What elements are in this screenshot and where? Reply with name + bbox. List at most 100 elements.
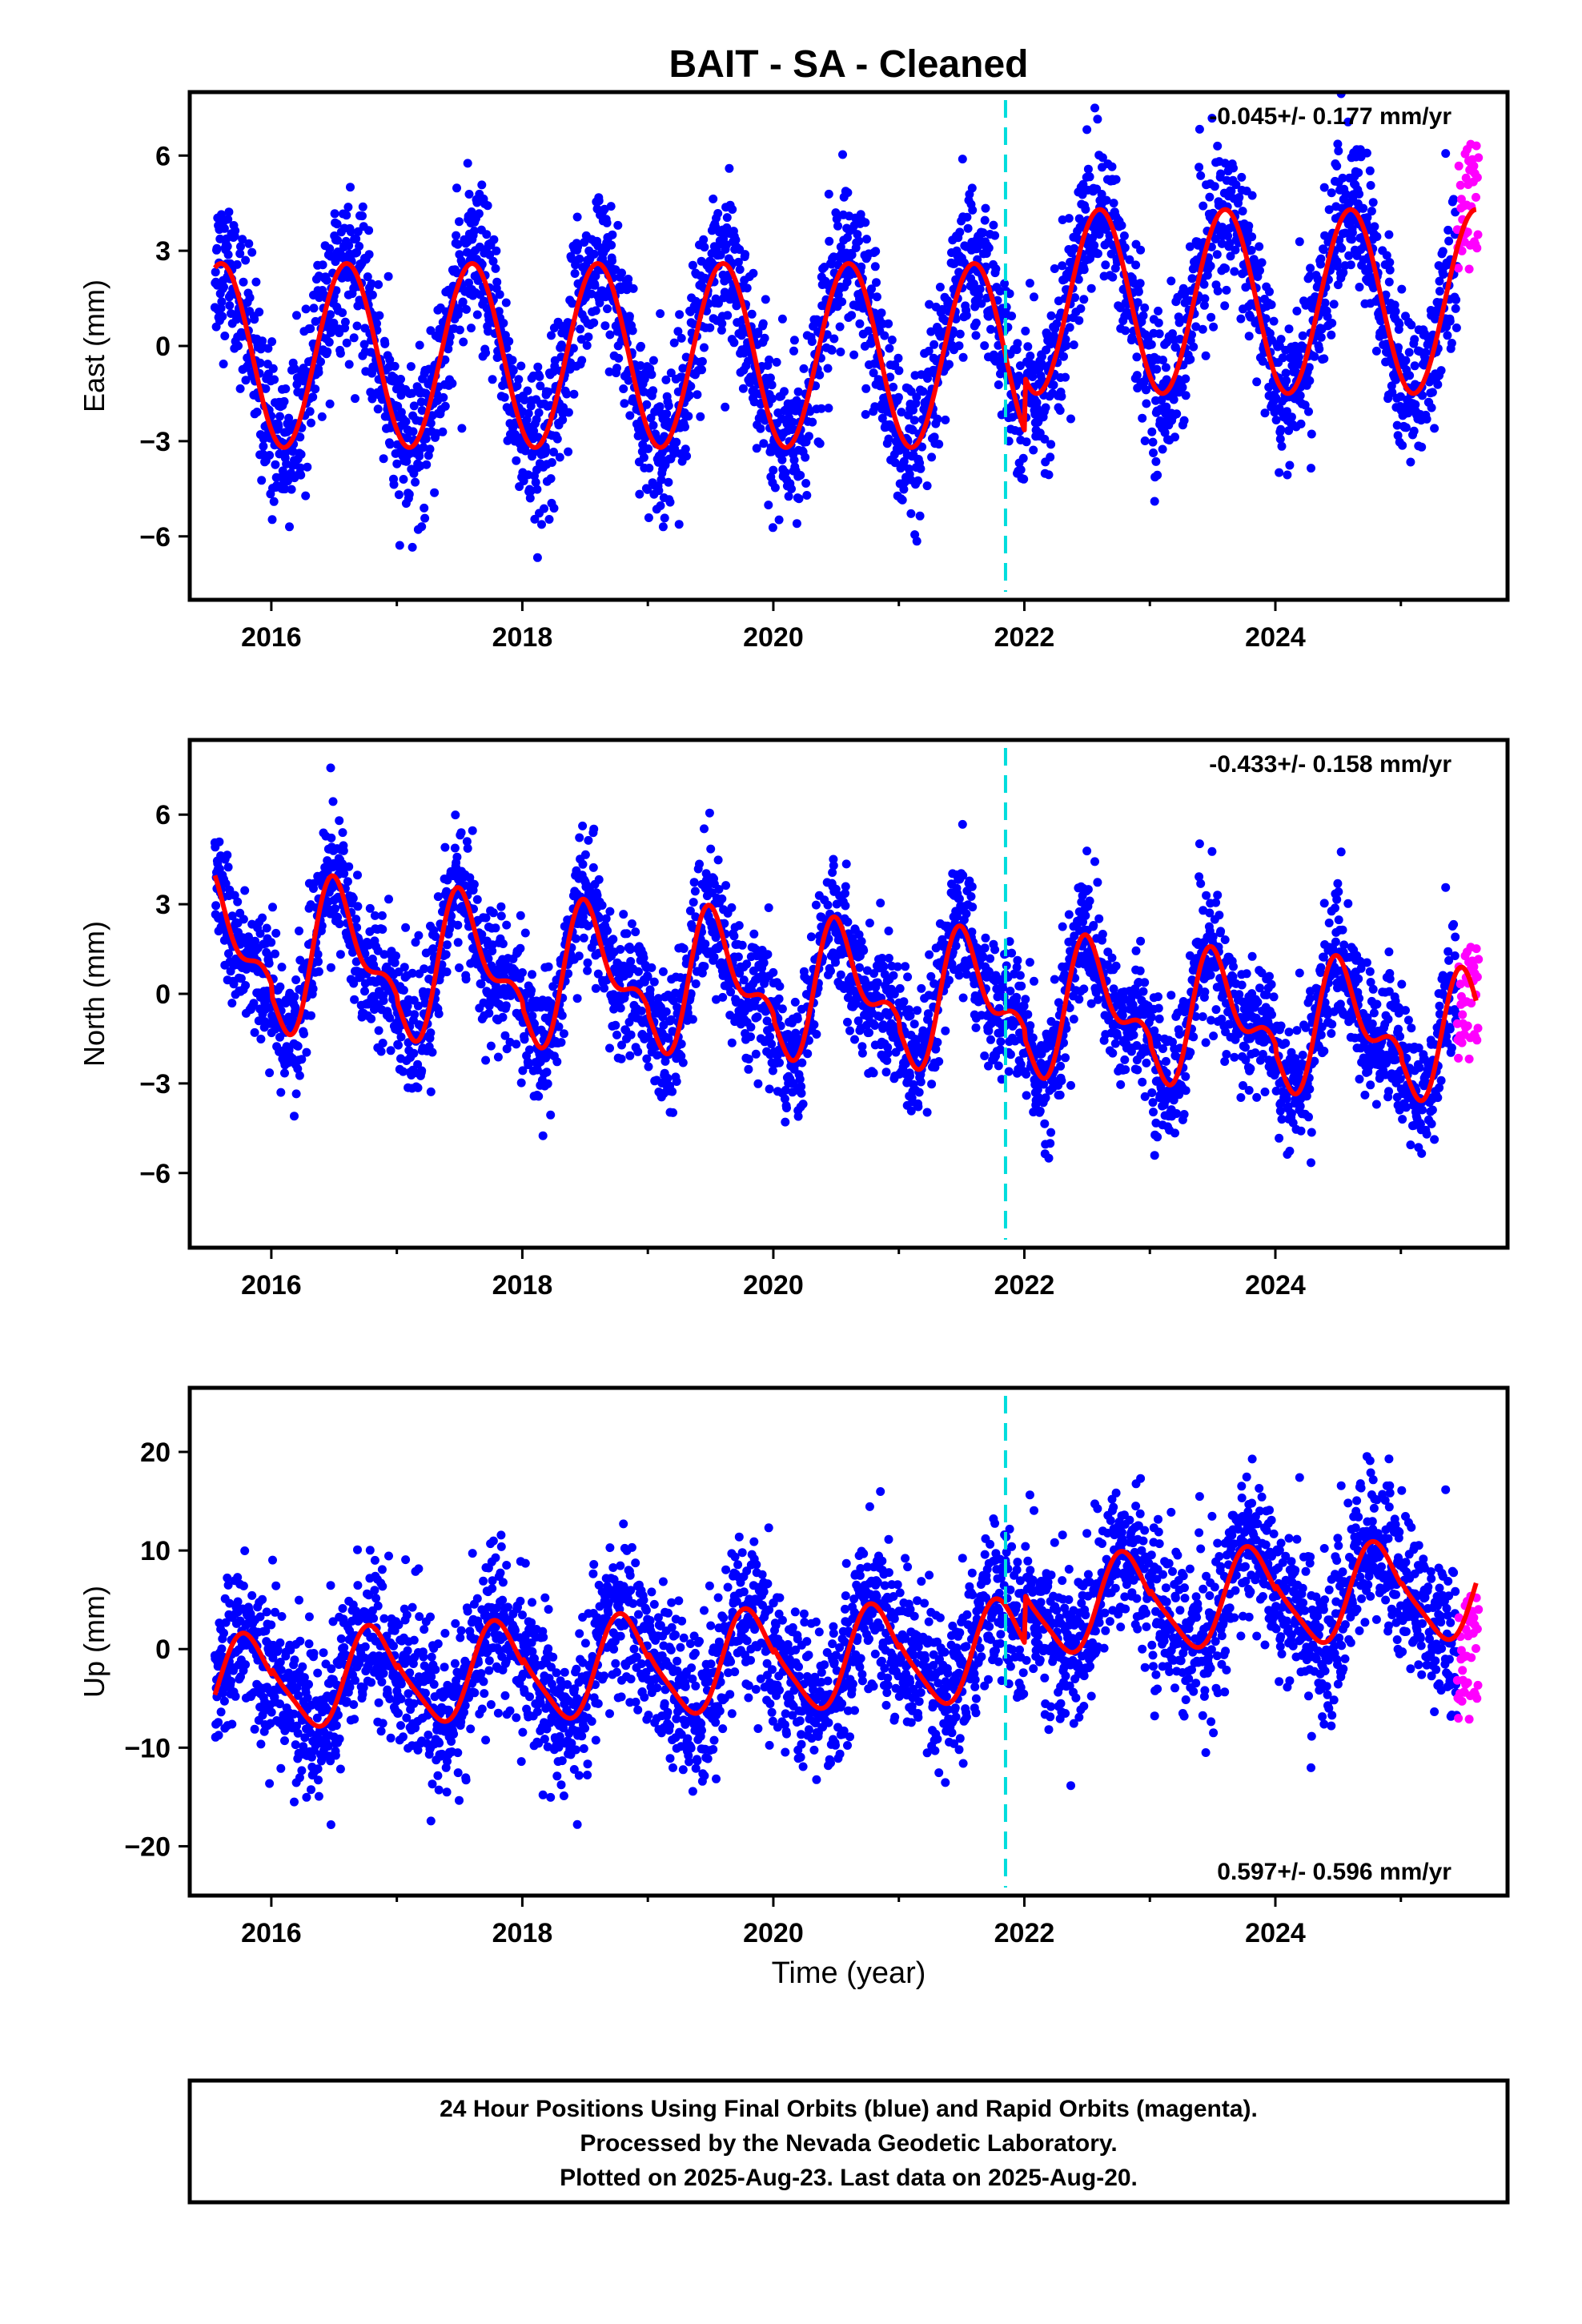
data-point — [403, 1007, 412, 1017]
data-point — [605, 907, 615, 916]
data-point — [234, 341, 243, 351]
data-point — [1391, 375, 1400, 384]
data-point — [801, 479, 811, 488]
data-point — [232, 259, 242, 269]
data-point — [291, 1089, 301, 1099]
data-point — [301, 491, 311, 501]
data-point — [721, 881, 731, 891]
data-point — [727, 903, 737, 912]
data-point — [305, 407, 315, 416]
data-point — [742, 959, 752, 969]
data-point — [1217, 239, 1227, 248]
data-point — [367, 1014, 376, 1023]
data-point — [607, 240, 616, 250]
data-point — [1098, 153, 1107, 163]
data-point — [764, 501, 773, 510]
data-point — [488, 908, 498, 918]
data-point — [216, 304, 226, 313]
data-point — [1244, 221, 1254, 231]
data-point — [1121, 326, 1130, 336]
data-point — [265, 451, 275, 460]
data-point — [649, 977, 659, 987]
data-point — [1433, 380, 1443, 389]
data-point — [1283, 470, 1292, 480]
data-point — [808, 417, 817, 427]
data-point — [634, 967, 643, 976]
data-point — [564, 408, 573, 417]
data-point — [854, 236, 864, 246]
data-point — [457, 424, 467, 433]
data-point — [978, 228, 988, 238]
data-point — [1102, 195, 1111, 205]
data-point — [1196, 171, 1206, 180]
data-point — [569, 389, 579, 399]
data-point — [624, 275, 633, 283]
data-point — [268, 903, 277, 912]
data-point — [1195, 124, 1204, 134]
data-point — [849, 350, 859, 360]
data-point — [924, 346, 934, 356]
data-point — [408, 968, 417, 978]
data-point — [1255, 266, 1264, 275]
data-point — [1059, 352, 1068, 361]
data-point — [274, 422, 283, 432]
data-point — [530, 514, 540, 524]
model-fit-line — [213, 207, 1478, 450]
data-point — [1154, 318, 1163, 328]
data-point — [699, 235, 709, 244]
data-point — [735, 265, 745, 274]
data-point — [351, 915, 361, 924]
data-point — [1324, 205, 1334, 215]
data-point — [549, 448, 558, 456]
data-point — [1199, 300, 1209, 310]
data-point — [639, 452, 648, 462]
data-point — [1472, 173, 1482, 183]
data-point — [251, 277, 261, 287]
data-point — [867, 284, 876, 294]
data-point — [256, 1035, 266, 1043]
data-point — [1029, 445, 1038, 455]
data-point — [332, 219, 342, 229]
data-point — [352, 321, 362, 331]
data-point — [675, 310, 685, 320]
data-point — [484, 954, 493, 963]
data-point — [450, 843, 460, 853]
data-point — [767, 380, 777, 390]
data-point — [1255, 242, 1264, 251]
data-point — [962, 311, 971, 320]
data-point — [350, 995, 359, 1004]
data-point — [718, 992, 728, 1002]
data-point — [541, 445, 551, 455]
data-point — [549, 504, 559, 513]
data-point — [464, 190, 474, 199]
data-point — [408, 542, 417, 552]
data-point — [496, 911, 506, 921]
data-point — [1108, 272, 1118, 282]
data-point — [250, 315, 259, 324]
data-point — [396, 408, 406, 417]
data-point — [705, 323, 715, 332]
data-point — [1430, 314, 1439, 324]
data-point — [537, 520, 546, 529]
data-point — [531, 477, 540, 487]
data-point — [1310, 352, 1319, 361]
data-point — [911, 399, 921, 408]
data-point — [807, 337, 817, 346]
data-point — [527, 986, 536, 995]
data-point — [836, 348, 845, 356]
data-point — [689, 898, 698, 907]
data-point — [1341, 190, 1351, 199]
data-point — [917, 442, 927, 452]
data-point — [1199, 201, 1208, 211]
data-point — [1026, 352, 1035, 360]
data-point — [547, 331, 556, 340]
data-point — [726, 987, 736, 997]
data-point — [1333, 139, 1343, 149]
data-point — [348, 894, 358, 903]
data-point — [768, 394, 777, 404]
data-point — [893, 392, 903, 402]
data-point — [290, 1112, 299, 1121]
data-point — [709, 952, 719, 962]
data-point — [241, 981, 251, 990]
data-point — [255, 308, 264, 317]
